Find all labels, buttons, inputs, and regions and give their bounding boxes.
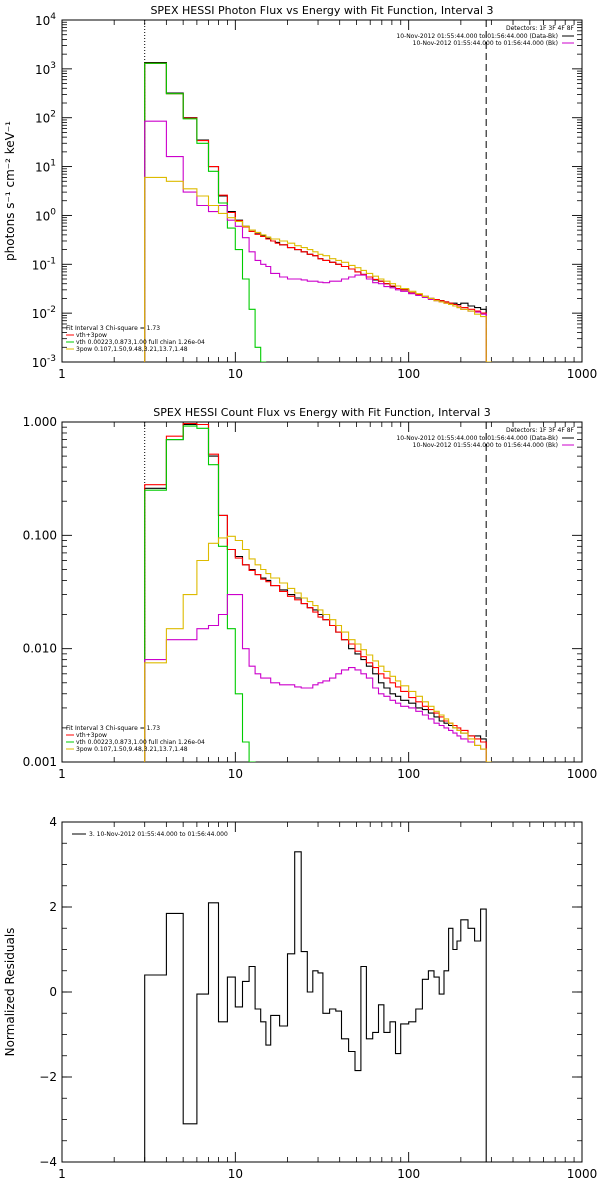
- y-tick-label: 2: [49, 900, 57, 914]
- x-tick-label: 1: [58, 1167, 66, 1181]
- legend-bottom-left: Fit Interval 3 Chi-square = 1.73vth+3pow…: [66, 325, 205, 353]
- panel-3: Normalized Residuals 1 10 100 1000 −4 −2 0 2 4 3. …: [3, 815, 597, 1181]
- y-tick-exponent: -3: [47, 354, 56, 364]
- x-tick-label: 10: [228, 1167, 243, 1181]
- y-tick-base: 10: [35, 209, 50, 223]
- x-tick-label: 1: [58, 367, 66, 381]
- y-tick-label: 10-1: [32, 256, 56, 272]
- y-tick-base: 10: [35, 112, 50, 126]
- y-tick-label: 10-3: [32, 354, 56, 370]
- y-tick-label: 100: [35, 207, 56, 223]
- x-tick-label: 100: [397, 1167, 420, 1181]
- y-axis-label: Normalized Residuals: [3, 928, 17, 1057]
- y-tick-base: 10: [32, 258, 47, 272]
- y-tick-label: 104: [35, 12, 56, 28]
- plot-frame: [61, 19, 583, 363]
- x-tick-label: 100: [397, 367, 420, 381]
- series-group: [144, 851, 492, 1162]
- legend-top-left: 3. 10-Nov-2012 01:55:44.000 to 01:56:44.…: [72, 831, 228, 838]
- y-tick-exponent: 2: [50, 110, 56, 120]
- x-tick-label: 10: [228, 767, 243, 781]
- legend-entry: vth 0.00223,0.873,1.00 full chian 1.26e-…: [76, 739, 205, 746]
- legend-entry: vth 0.00223,0.873,1.00 full chian 1.26e-…: [76, 339, 205, 346]
- series-group: [144, 61, 492, 362]
- y-tick-exponent: 3: [50, 61, 56, 71]
- legend-entry: 3. 10-Nov-2012 01:55:44.000 to 01:56:44.…: [89, 831, 228, 838]
- panel-2: SPEX HESSI Count Flux vs Energy with Fit…: [23, 406, 598, 781]
- plot-frame: [61, 821, 583, 1163]
- series-line-4: [144, 120, 492, 362]
- y-tick-base: 10: [32, 307, 47, 321]
- series-line-3: [144, 425, 256, 762]
- plot-frame: [61, 421, 583, 763]
- y-tick-label: 102: [35, 110, 56, 126]
- legend-entry: vth+3pow: [76, 732, 107, 739]
- y-tick-label: 0.010: [23, 642, 57, 656]
- series-line-2: [144, 62, 492, 362]
- chart-title: SPEX HESSI Photon Flux vs Energy with Fi…: [150, 4, 493, 17]
- series-line-1: [144, 851, 492, 1162]
- x-tick-label: 1000: [567, 367, 598, 381]
- y-tick-exponent: 4: [50, 12, 56, 22]
- legend-entry: 10-Nov-2012 01:55:44.000 to 01:56:44.000…: [396, 33, 558, 40]
- legend-entry: 10-Nov-2012 01:55:44.000 to 01:56:44.000…: [396, 435, 558, 442]
- x-tick-label: 1: [58, 767, 66, 781]
- y-tick-exponent: 0: [50, 207, 56, 217]
- legend-entry: 10-Nov-2012 01:55:44.000 to 01:56:44.000…: [413, 442, 558, 449]
- legend-entry: 3pow 0.107,1.50,9.48,3.21,13.7,1.48: [76, 746, 188, 753]
- y-tick-label: 0: [49, 985, 57, 999]
- y-tick-exponent: -1: [47, 256, 56, 266]
- y-tick-base: 10: [35, 63, 50, 77]
- legend-heading: Detectors: 1F 3F 4F 8F: [506, 25, 575, 32]
- x-tick-label: 1000: [567, 767, 598, 781]
- legend-entry: 10-Nov-2012 01:55:44.000 to 01:56:44.000…: [413, 40, 558, 47]
- chart-title: SPEX HESSI Count Flux vs Energy with Fit…: [153, 406, 490, 419]
- y-tick-base: 10: [35, 14, 50, 28]
- series-line-3: [144, 62, 267, 362]
- y-tick-label: 101: [35, 159, 56, 175]
- y-tick-exponent: -2: [47, 305, 56, 315]
- y-tick-label: −2: [39, 1070, 57, 1084]
- series-line-5: [144, 176, 492, 362]
- y-tick-label: 0.100: [23, 528, 57, 542]
- panel-1: SPEX HESSI Photon Flux vs Energy with Fi…: [3, 4, 597, 381]
- series-line-1: [144, 61, 492, 362]
- legend-entry: vth+3pow: [76, 332, 107, 339]
- x-tick-label: 10: [228, 367, 243, 381]
- series-line-5: [144, 535, 492, 762]
- y-tick-label: −4: [39, 1155, 57, 1169]
- y-tick-base: 10: [35, 161, 50, 175]
- x-tick-label: 100: [397, 767, 420, 781]
- y-tick-exponent: 1: [50, 159, 56, 169]
- y-tick-label: 103: [35, 61, 56, 77]
- legend-entry: 3pow 0.107,1.50,9.48,3.21,13.7,1.48: [76, 346, 188, 353]
- x-tick-label: 1000: [567, 1167, 598, 1181]
- y-tick-label: 0.001: [23, 755, 57, 769]
- series-line-4: [144, 594, 492, 762]
- y-tick-label: 10-2: [32, 305, 56, 321]
- legend-heading: Fit Interval 3 Chi-square = 1.73: [66, 725, 160, 732]
- y-tick-base: 10: [32, 356, 47, 370]
- y-tick-label: 1.000: [23, 415, 57, 429]
- series-group: [144, 422, 492, 762]
- legend-heading: Detectors: 1F 3F 4F 8F: [506, 427, 575, 434]
- legend-heading: Fit Interval 3 Chi-square = 1.73: [66, 325, 160, 332]
- y-axis-label: photons s⁻¹ cm⁻² keV⁻¹: [3, 121, 17, 261]
- legend-bottom-left: Fit Interval 3 Chi-square = 1.73vth+3pow…: [66, 725, 205, 753]
- y-tick-label: 4: [49, 815, 57, 829]
